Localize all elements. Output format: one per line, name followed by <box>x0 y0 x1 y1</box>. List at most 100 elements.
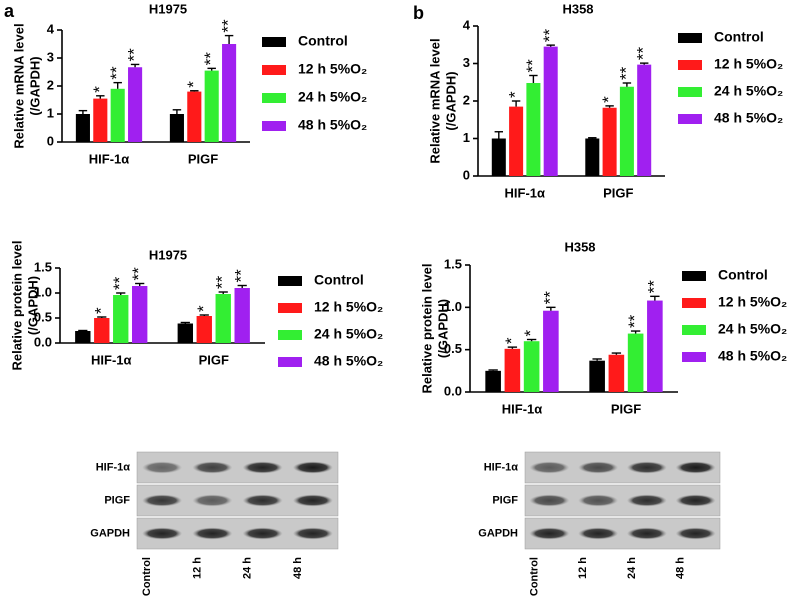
y-axis-label: Relative protein level <box>9 240 24 370</box>
legend-label: 12 h 5%O₂ <box>314 299 383 315</box>
panel-label: b <box>413 3 424 23</box>
chart-title: H358 <box>562 1 593 16</box>
blot-band <box>578 527 619 540</box>
blot-band <box>192 494 233 507</box>
y-axis-label: (/GAPDH) <box>25 276 40 335</box>
y-tick-label: 1 <box>463 130 470 145</box>
legend-label: 12 h 5%O₂ <box>714 56 783 72</box>
y-tick-label: 1.0 <box>444 299 462 314</box>
significance: ** <box>540 29 559 43</box>
blot-row-label: PIGF <box>104 494 130 506</box>
legend-label: 12 h 5%O₂ <box>298 61 367 77</box>
bar <box>94 318 110 343</box>
legend-swatch <box>682 298 706 308</box>
error-bar <box>130 63 140 68</box>
error-bar <box>96 95 105 99</box>
significance: * <box>91 307 110 314</box>
x-tick-label: HIF-1α <box>91 352 132 367</box>
x-tick-label: PIGF <box>603 185 633 200</box>
bar <box>602 107 617 176</box>
panel-label: a <box>4 1 15 21</box>
bar <box>627 333 644 392</box>
x-tick-label: PIGF <box>199 352 229 367</box>
blot-band <box>529 461 570 474</box>
error-bar <box>605 105 614 108</box>
legend-swatch <box>682 271 706 281</box>
significance: ** <box>125 48 144 62</box>
legend-swatch <box>262 65 286 75</box>
significance: * <box>90 86 109 93</box>
blot-row-label: HIF-1α <box>484 461 519 473</box>
chart-title: H1975 <box>149 1 187 16</box>
significance: ** <box>540 291 559 305</box>
x-tick-label: HIF-1α <box>502 401 543 416</box>
y-axis-label: Relative mRNA level <box>11 23 26 148</box>
blot-band <box>675 461 716 474</box>
bar <box>485 370 501 392</box>
error-bar <box>199 314 209 316</box>
blot-row-label: PIGF <box>492 494 518 506</box>
error-bar <box>207 67 216 71</box>
y-tick-label: 2 <box>463 92 470 107</box>
blot-band <box>292 461 333 474</box>
y-axis-label: (/GAPDH) <box>443 71 458 130</box>
bar <box>75 331 91 343</box>
bar <box>128 67 143 142</box>
legend-label: 48 h 5%O₂ <box>314 353 383 369</box>
chart-title: H358 <box>564 239 595 254</box>
error-bar <box>639 62 649 65</box>
blot-band <box>626 494 667 507</box>
legend-swatch <box>278 276 302 286</box>
error-bar <box>494 131 504 139</box>
legend-label: 24 h 5%O₂ <box>298 89 367 105</box>
blot-band <box>142 527 183 540</box>
y-tick-label: 0 <box>463 167 470 182</box>
y-tick-label: 2 <box>47 77 54 92</box>
error-bar <box>172 109 182 114</box>
significance: ** <box>232 269 251 283</box>
legend-label: 24 h 5%O₂ <box>714 83 783 99</box>
error-bar <box>630 330 641 334</box>
significance: ** <box>213 275 232 289</box>
significance: ** <box>644 280 663 294</box>
bar <box>75 114 90 142</box>
error-bar <box>511 100 521 107</box>
lane-label: 24 h <box>626 557 638 579</box>
bar <box>93 98 108 142</box>
significance: ** <box>107 66 126 80</box>
significance: ** <box>201 52 220 66</box>
legend-swatch <box>682 352 706 362</box>
legend-swatch <box>278 357 302 367</box>
legend-swatch <box>678 60 702 70</box>
blot-band <box>242 494 283 507</box>
y-tick-label: 1.5 <box>444 256 462 271</box>
blot-band <box>529 527 570 540</box>
legend-swatch <box>262 37 286 47</box>
legend-label: 24 h 5%O₂ <box>718 321 787 337</box>
bar <box>491 138 506 176</box>
legend-label: 48 h 5%O₂ <box>298 117 367 133</box>
error-bar <box>135 282 145 286</box>
y-tick-label: 0 <box>47 133 54 148</box>
blot-band <box>675 527 716 540</box>
y-tick-label: 0.0 <box>444 383 462 398</box>
significance: ** <box>110 276 129 290</box>
significance: ** <box>616 66 635 80</box>
legend-label: Control <box>714 29 764 45</box>
bar <box>215 294 231 343</box>
y-axis-label: Relative protein level <box>419 263 434 393</box>
blot-band <box>242 527 283 540</box>
y-tick-label: 1.0 <box>34 284 52 299</box>
significance: * <box>521 330 540 337</box>
significance: ** <box>625 314 644 328</box>
significance: * <box>194 305 213 312</box>
error-bar <box>224 34 234 44</box>
x-tick-label: HIF-1α <box>505 185 546 200</box>
blot-row-label: GAPDH <box>90 527 130 539</box>
blot-band <box>192 461 233 474</box>
error-bar <box>180 321 190 324</box>
legend-swatch <box>678 33 702 43</box>
bar <box>619 86 634 176</box>
legend-swatch <box>262 93 286 103</box>
bar <box>222 44 237 142</box>
